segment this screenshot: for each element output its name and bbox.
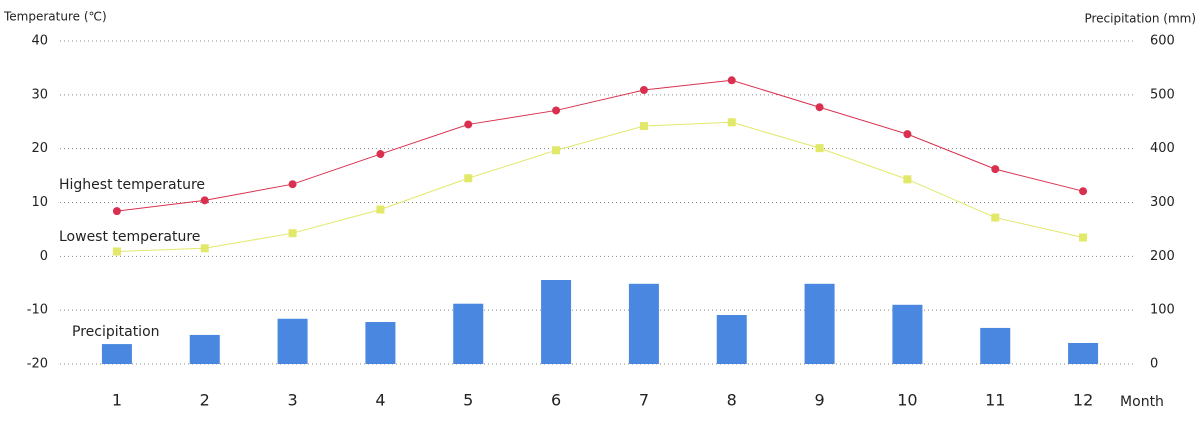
marker — [903, 130, 912, 139]
x-tick-label: 9 — [814, 391, 824, 410]
series-label: Highest temperature — [59, 177, 205, 193]
series-label: Precipitation — [72, 324, 160, 340]
y2-tick-label: 500 — [1150, 87, 1175, 102]
marker — [639, 122, 648, 131]
bar — [101, 344, 132, 364]
marker — [288, 180, 297, 189]
x-tick-label: 4 — [375, 391, 385, 410]
y2-axis-title: Precipitation (mm) — [1084, 12, 1196, 26]
y2-tick-label: 300 — [1150, 195, 1175, 210]
marker — [1079, 187, 1088, 196]
x-tick-label: 10 — [897, 391, 917, 410]
marker — [727, 76, 736, 85]
bar — [1068, 343, 1099, 364]
marker — [815, 144, 824, 153]
y-tick-label: 10 — [31, 195, 48, 210]
x-tick-label: 5 — [463, 391, 473, 410]
y-axis-title: Temperature (℃) — [3, 10, 107, 24]
y2-tick-label: 0 — [1150, 357, 1158, 372]
marker — [903, 175, 912, 184]
y-tick-label: 0 — [40, 249, 48, 264]
bar — [804, 283, 835, 364]
marker — [1079, 233, 1088, 242]
x-tick-label: 12 — [1073, 391, 1093, 410]
x-tick-label: 7 — [639, 391, 649, 410]
marker — [200, 196, 209, 205]
marker — [200, 244, 209, 253]
x-tick-label: 8 — [727, 391, 737, 410]
bar — [628, 283, 659, 364]
marker — [552, 106, 561, 115]
bar — [541, 280, 572, 364]
bar — [365, 322, 396, 364]
marker — [991, 165, 1000, 174]
x-tick-label: 3 — [287, 391, 297, 410]
y-tick-label: 20 — [31, 141, 48, 156]
marker — [991, 213, 1000, 222]
y2-tick-label: 600 — [1150, 34, 1175, 49]
marker — [552, 146, 561, 155]
line — [116, 79, 1084, 212]
line — [116, 121, 1084, 252]
y2-tick-label: 400 — [1150, 141, 1175, 156]
marker — [112, 247, 121, 256]
series-label: Lowest temperature — [59, 229, 200, 245]
marker — [639, 85, 648, 94]
x-tick-label: 11 — [985, 391, 1005, 410]
bar — [716, 315, 747, 364]
y-tick-label: -10 — [27, 303, 48, 318]
marker — [464, 174, 473, 183]
marker — [376, 150, 385, 159]
x-axis-title: Month — [1120, 394, 1164, 410]
y-tick-label: 40 — [31, 34, 48, 49]
bar — [980, 327, 1011, 364]
y-tick-label: 30 — [31, 87, 48, 102]
bar — [189, 334, 220, 364]
x-tick-label: 2 — [200, 391, 210, 410]
marker — [376, 205, 385, 214]
x-tick-label: 6 — [551, 391, 561, 410]
bar — [277, 318, 308, 364]
marker — [464, 120, 473, 129]
y2-tick-label: 200 — [1150, 249, 1175, 264]
marker — [727, 118, 736, 127]
bar — [453, 303, 484, 364]
y2-tick-label: 100 — [1150, 303, 1175, 318]
marker — [288, 229, 297, 238]
marker — [815, 103, 824, 112]
x-tick-label: 1 — [112, 391, 122, 410]
y-tick-label: -20 — [27, 357, 48, 372]
bar — [892, 304, 923, 364]
marker — [112, 207, 121, 216]
